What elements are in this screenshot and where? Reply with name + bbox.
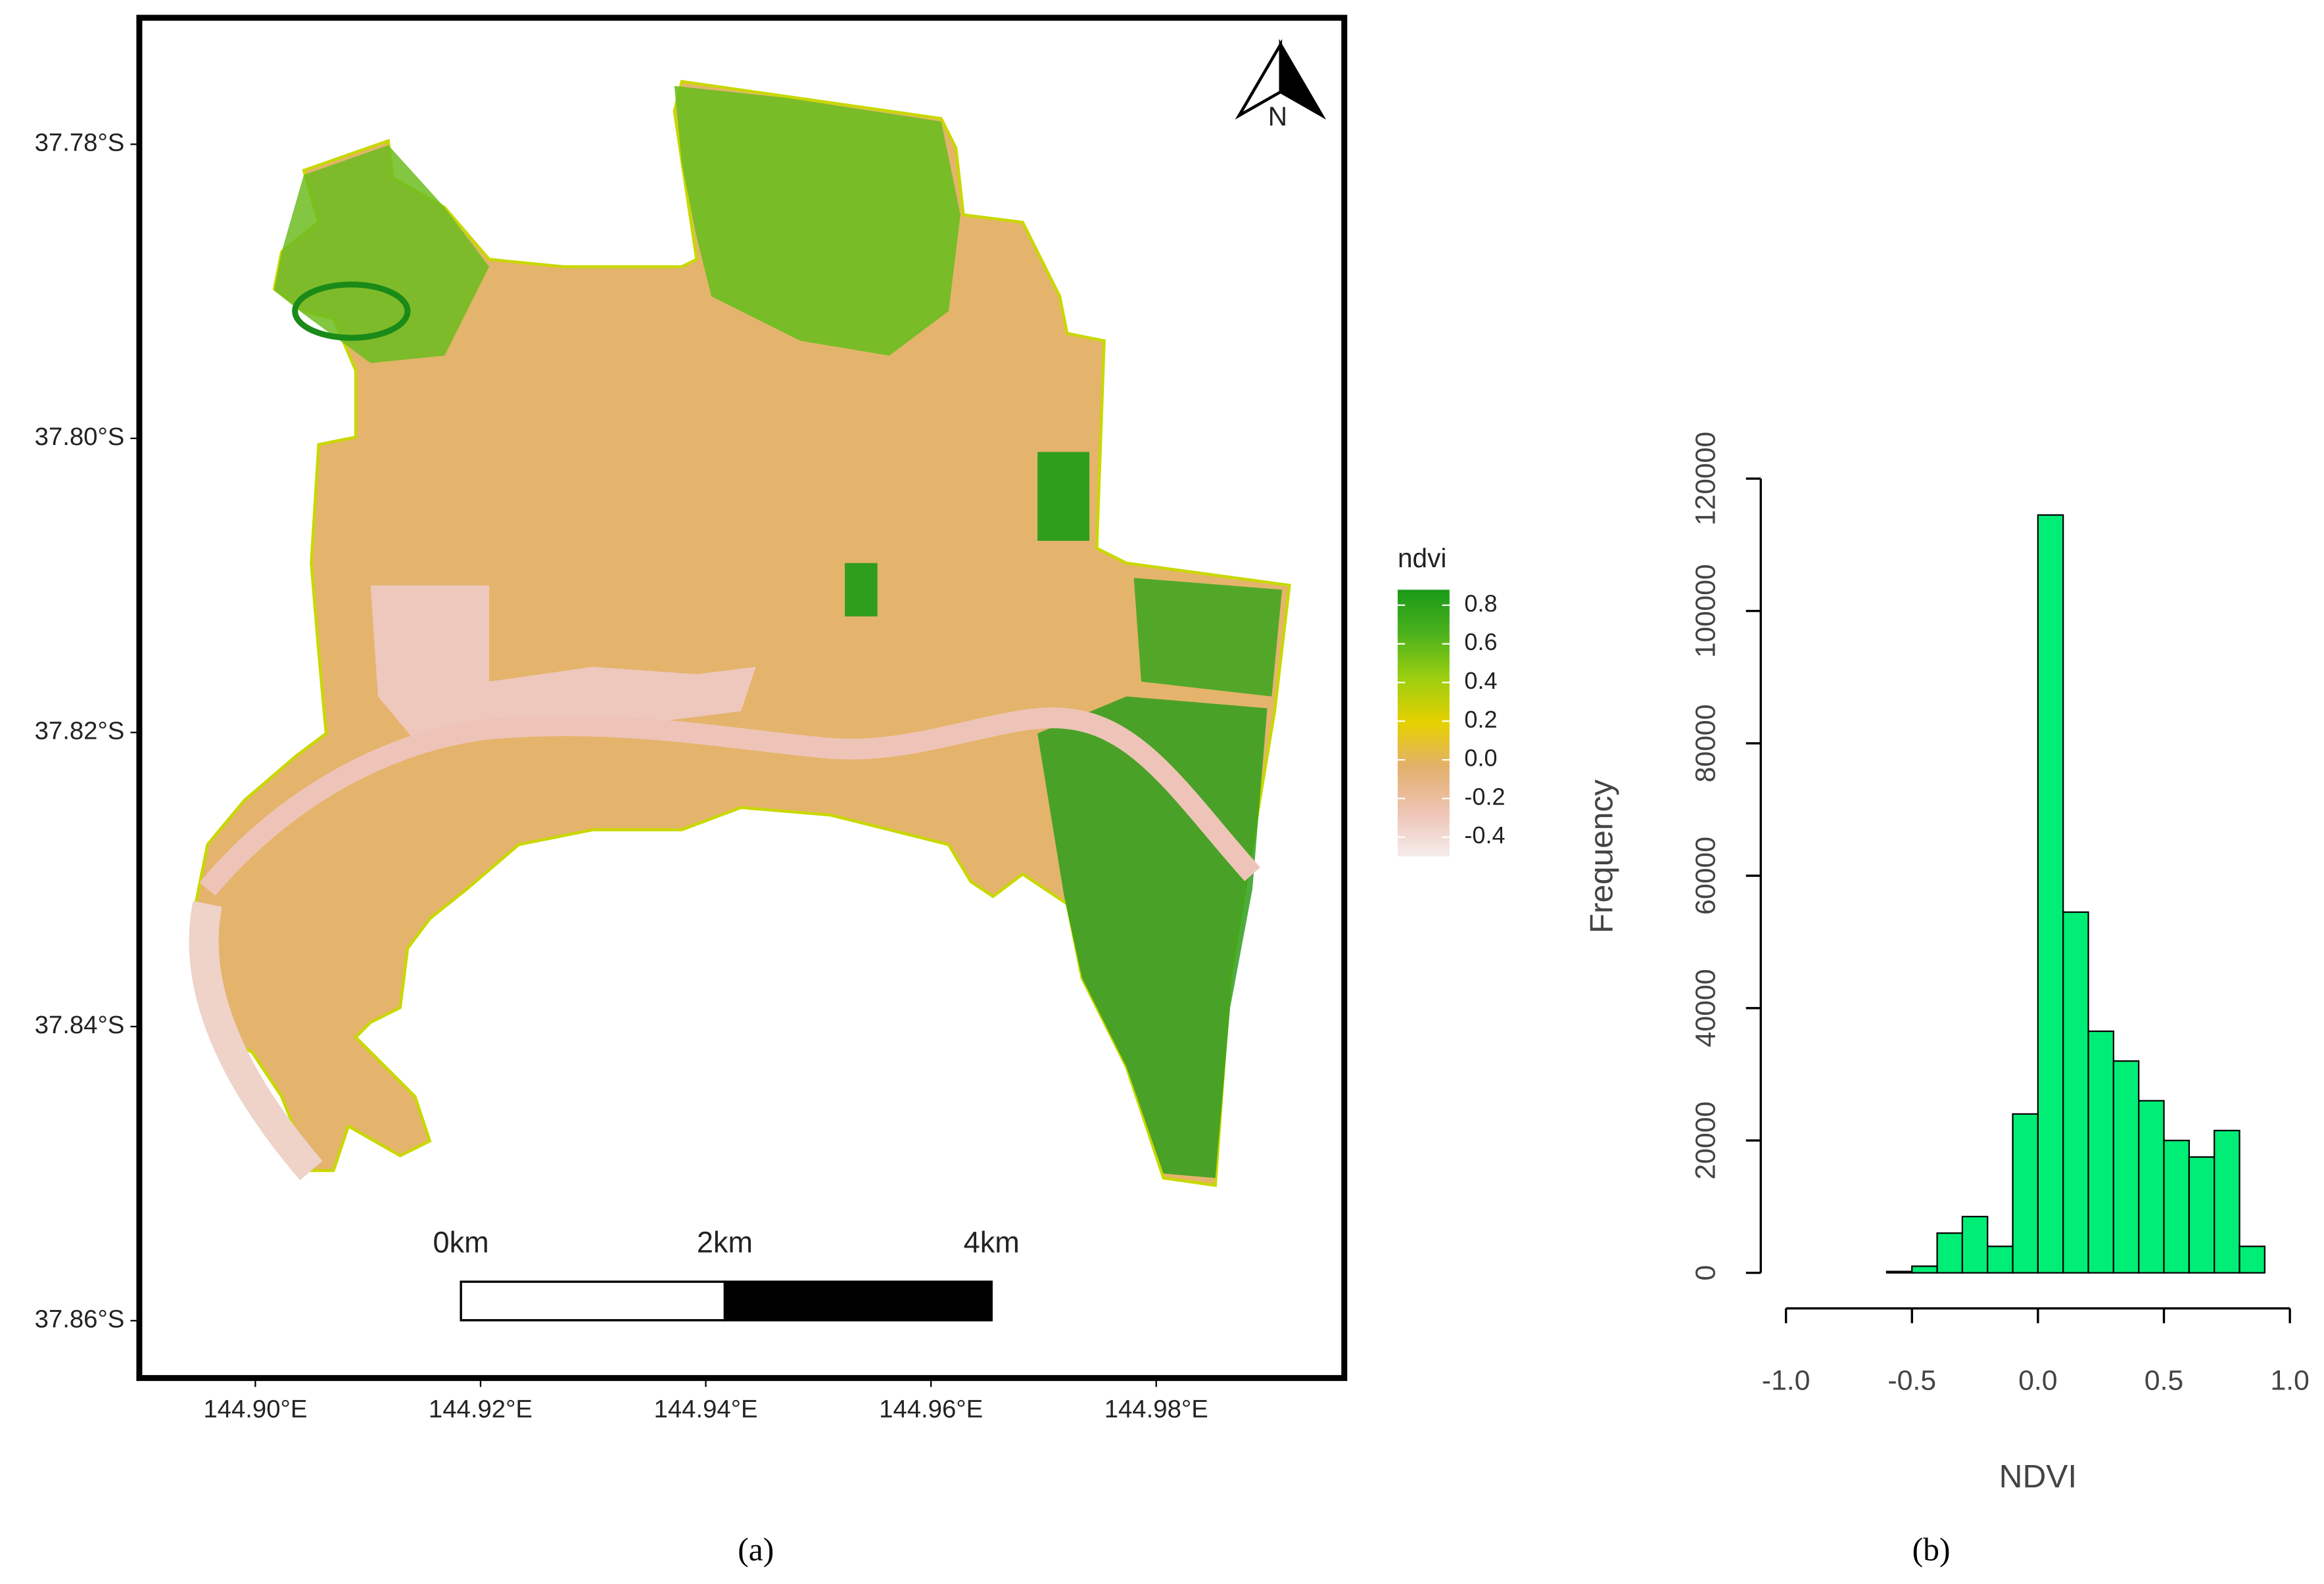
bar bbox=[2087, 1030, 2114, 1274]
north-arrow: N bbox=[1235, 39, 1327, 131]
x-tick-label: 144.96°E bbox=[879, 1395, 983, 1423]
y-tick-label: 0 bbox=[1690, 1265, 1721, 1281]
legend-tick-label: 0.0 bbox=[1464, 745, 1497, 772]
scale-bar-black bbox=[723, 1280, 993, 1322]
legend-tick-label: 0.6 bbox=[1464, 628, 1497, 655]
y-tick-label: 100000 bbox=[1690, 564, 1721, 658]
legend-tick-label: 0.8 bbox=[1464, 590, 1497, 617]
bar bbox=[2188, 1156, 2216, 1274]
docklands-water bbox=[370, 585, 756, 741]
park-block bbox=[1037, 452, 1090, 541]
caption: (b) bbox=[1912, 1531, 1951, 1568]
y-tick-label: 120000 bbox=[1690, 432, 1721, 526]
x-tick-label: 144.98°E bbox=[1104, 1395, 1208, 1423]
bar bbox=[1961, 1215, 1989, 1274]
bar bbox=[2239, 1246, 2265, 1274]
bar bbox=[2138, 1100, 2165, 1274]
scale-label: 0km bbox=[433, 1226, 489, 1259]
x-tick-label: 1.0 bbox=[2270, 1365, 2310, 1397]
legend-tick-label: 0.2 bbox=[1464, 706, 1497, 733]
park-block bbox=[845, 563, 878, 617]
scale-label: 4km bbox=[964, 1226, 1020, 1259]
y-tick-label: 20000 bbox=[1690, 1102, 1721, 1180]
x-tick-label: 144.94°E bbox=[654, 1395, 758, 1423]
bar bbox=[2037, 514, 2064, 1274]
bar bbox=[2112, 1060, 2140, 1274]
x-tick-label: 0.0 bbox=[2018, 1365, 2058, 1397]
x-tick-label: -1.0 bbox=[1762, 1365, 1811, 1397]
scale-bar-white bbox=[460, 1280, 726, 1322]
river-mouth bbox=[189, 900, 323, 1180]
bar bbox=[1936, 1232, 1964, 1274]
park-north bbox=[674, 85, 960, 356]
x-tick-label: -0.5 bbox=[1887, 1365, 1936, 1397]
bar bbox=[1911, 1265, 1938, 1274]
caption: (a) bbox=[738, 1531, 774, 1568]
river bbox=[199, 707, 1260, 896]
y-tick-label: 80000 bbox=[1690, 704, 1721, 782]
y-tick-label: 37.80°S bbox=[35, 423, 125, 451]
x-axis-label: NDVI bbox=[1999, 1458, 2077, 1495]
bar bbox=[2163, 1140, 2190, 1274]
bar bbox=[2012, 1113, 2039, 1274]
legend-title: ndvi bbox=[1398, 543, 1446, 573]
legend-tick-label: -0.2 bbox=[1464, 783, 1505, 810]
colorbar bbox=[1397, 590, 1450, 857]
bar bbox=[2214, 1129, 2241, 1274]
bar bbox=[1885, 1270, 1913, 1274]
y-tick-label: 37.86°S bbox=[35, 1305, 125, 1333]
y-tick-label: 60000 bbox=[1690, 837, 1721, 915]
x-tick-label: 144.90°E bbox=[203, 1395, 307, 1423]
y-tick-label: 40000 bbox=[1690, 969, 1721, 1047]
legend-tick-label: 0.4 bbox=[1464, 667, 1497, 694]
x-tick-label: 144.92°E bbox=[429, 1395, 533, 1423]
bar bbox=[2062, 911, 2089, 1274]
x-tick-label: 0.5 bbox=[2145, 1365, 2184, 1397]
y-tick-label: 37.82°S bbox=[35, 717, 125, 745]
legend-tick-label: -0.4 bbox=[1464, 822, 1505, 849]
city-area bbox=[191, 80, 1291, 1188]
park-east bbox=[1133, 578, 1283, 697]
y-tick-label: 37.78°S bbox=[35, 129, 125, 157]
bar bbox=[1987, 1246, 2014, 1274]
racecourse bbox=[292, 281, 411, 341]
park-north-west bbox=[274, 145, 489, 363]
map-raster bbox=[189, 80, 1291, 1188]
scale-label: 2km bbox=[697, 1226, 753, 1259]
north-label: N bbox=[1268, 101, 1287, 131]
y-axis-label: Frequency bbox=[1582, 780, 1619, 933]
y-tick-label: 37.84°S bbox=[35, 1011, 125, 1039]
